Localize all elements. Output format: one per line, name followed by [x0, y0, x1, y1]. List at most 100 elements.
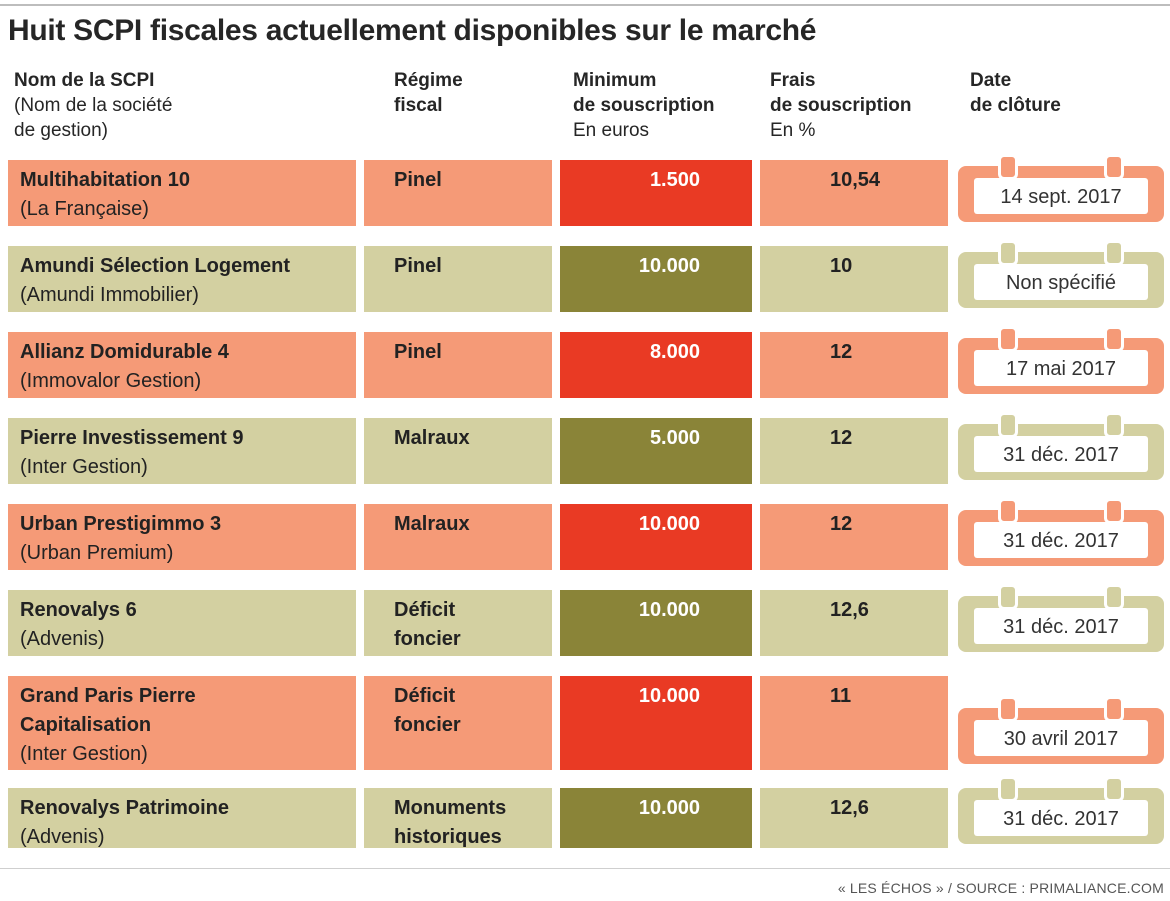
calendar-body: 17 mai 2017: [958, 338, 1164, 394]
calendar-body: 31 déc. 2017: [958, 510, 1164, 566]
management-company: (Immovalor Gestion): [20, 370, 202, 392]
calendar-icon: 30 avril 2017: [958, 676, 1164, 770]
subscription-fee: 10: [760, 246, 948, 312]
regime-fiscal: Malraux: [394, 513, 470, 535]
minimum-subscription: 10.000: [560, 590, 752, 656]
calendar-ring-left: [998, 776, 1018, 802]
bottom-rule: [0, 868, 1170, 869]
calendar-ring-left: [998, 584, 1018, 610]
scpi-name-cell: Pierre Investissement 9 (Inter Gestion): [8, 418, 356, 484]
calendar-body: 30 avril 2017: [958, 708, 1164, 764]
management-company: (Advenis): [20, 628, 105, 650]
subscription-fee: 11: [760, 676, 948, 770]
calendar-ring-right: [1104, 498, 1124, 524]
minimum-subscription: 10.000: [560, 788, 752, 848]
source-credit: « LES ÉCHOS » / SOURCE : PRIMALIANCE.COM: [837, 880, 1164, 896]
scpi-name: Renovalys Patrimoine: [20, 797, 229, 819]
scpi-name: Amundi Sélection Logement: [20, 255, 291, 277]
scpi-name: Allianz Domidurable 4: [20, 341, 229, 363]
calendar-ring-right: [1104, 584, 1124, 610]
scpi-name-cell: Renovalys Patrimoine (Advenis): [8, 788, 356, 848]
regime-cell: Déficit foncier: [364, 676, 552, 770]
scpi-name: Renovalys 6: [20, 599, 137, 621]
regime-cell: Malraux: [364, 504, 552, 570]
table-row: Pierre Investissement 9 (Inter Gestion) Ma…: [0, 412, 1170, 484]
regime-fiscal: Déficit: [394, 599, 456, 621]
scpi-name-cell: Multihabitation 10 (La Française): [8, 160, 356, 226]
calendar-body: 14 sept. 2017: [958, 166, 1164, 222]
header-minimum-line-3: En euros: [573, 120, 650, 141]
header-minimum-line-2: de souscription: [573, 95, 715, 116]
regime-fiscal: foncier: [394, 628, 461, 650]
scpi-name-cell: Grand Paris Pierre Capitalisation (Inter G…: [8, 676, 356, 770]
regime-cell: Déficit foncier: [364, 590, 552, 656]
regime-fiscal: foncier: [394, 714, 461, 736]
subscription-fee: 12,6: [760, 788, 948, 848]
calendar-body: Non spécifié: [958, 252, 1164, 308]
calendar-ring-left: [998, 240, 1018, 266]
calendar-body: 31 déc. 2017: [958, 788, 1164, 844]
header-frais: Frais de souscription En %: [770, 68, 911, 143]
minimum-subscription: 10.000: [560, 676, 752, 770]
header-date-line-1: Date: [970, 70, 1012, 91]
regime-cell: Pinel: [364, 332, 552, 398]
calendar-body: 31 déc. 2017: [958, 424, 1164, 480]
calendar-icon: 31 déc. 2017: [958, 584, 1164, 656]
table-row: Renovalys 6 (Advenis) Déficit foncier 10.000…: [0, 584, 1170, 656]
calendar-ring-left: [998, 326, 1018, 352]
subscription-fee: 12: [760, 332, 948, 398]
calendar-ring-left: [998, 696, 1018, 722]
minimum-subscription: 5.000: [560, 418, 752, 484]
closing-date: 17 mai 2017: [974, 350, 1148, 386]
regime-fiscal: Pinel: [394, 341, 442, 363]
closing-date: 31 déc. 2017: [974, 800, 1148, 836]
header-minimum: Minimum de souscription En euros: [573, 68, 714, 143]
calendar-ring-right: [1104, 326, 1124, 352]
management-company: (Amundi Immobilier): [20, 284, 199, 306]
calendar-icon: Non spécifié: [958, 240, 1164, 312]
management-company: (Advenis): [20, 826, 105, 848]
regime-cell: Pinel: [364, 246, 552, 312]
calendar-icon: 31 déc. 2017: [958, 776, 1164, 848]
calendar-icon: 31 déc. 2017: [958, 412, 1164, 484]
closing-date: 31 déc. 2017: [974, 522, 1148, 558]
table-row: Urban Prestigimmo 3 (Urban Premium) Malrau…: [0, 498, 1170, 570]
scpi-name: Grand Paris Pierre: [20, 685, 196, 707]
minimum-subscription: 10.000: [560, 246, 752, 312]
regime-fiscal: Malraux: [394, 427, 470, 449]
header-name-line-3: de gestion): [14, 120, 109, 141]
regime-fiscal: Monuments: [394, 797, 507, 819]
header-regime: Régime fiscal: [394, 68, 463, 118]
calendar-ring-left: [998, 498, 1018, 524]
regime-fiscal: Pinel: [394, 255, 442, 277]
scpi-name: Pierre Investissement 9: [20, 427, 244, 449]
scpi-name: Urban Prestigimmo 3: [20, 513, 222, 535]
calendar-ring-right: [1104, 412, 1124, 438]
subscription-fee: 12: [760, 504, 948, 570]
regime-fiscal: historiques: [394, 826, 502, 848]
header-date-line-2: de clôture: [970, 95, 1061, 116]
calendar-ring-right: [1104, 154, 1124, 180]
regime-cell: Pinel: [364, 160, 552, 226]
header-frais-line-3: En %: [770, 120, 816, 141]
table-row: Amundi Sélection Logement (Amundi Immobil…: [0, 240, 1170, 312]
management-company: (La Française): [20, 198, 149, 220]
calendar-icon: 17 mai 2017: [958, 326, 1164, 398]
calendar-ring-left: [998, 154, 1018, 180]
header-name-line-2: (Nom de la société: [14, 95, 173, 116]
table-row: Multihabitation 10 (La Française) Pinel 1.5…: [0, 154, 1170, 226]
regime-cell: Malraux: [364, 418, 552, 484]
page-title: Huit SCPI fiscales actuellement disponib…: [8, 14, 817, 47]
calendar-icon: 31 déc. 2017: [958, 498, 1164, 570]
table-row: Renovalys Patrimoine (Advenis) Monuments hi…: [0, 776, 1170, 848]
minimum-subscription: 10.000: [560, 504, 752, 570]
header-name: Nom de la SCPI (Nom de la société de ges…: [14, 68, 172, 143]
calendar-ring-right: [1104, 240, 1124, 266]
subscription-fee: 12: [760, 418, 948, 484]
minimum-subscription: 1.500: [560, 160, 752, 226]
calendar-ring-right: [1104, 696, 1124, 722]
header-minimum-line-1: Minimum: [573, 70, 657, 91]
table-row: Grand Paris Pierre Capitalisation (Inter G…: [0, 676, 1170, 770]
top-rule: [0, 4, 1170, 6]
scpi-name-cell: Amundi Sélection Logement (Amundi Immobil…: [8, 246, 356, 312]
